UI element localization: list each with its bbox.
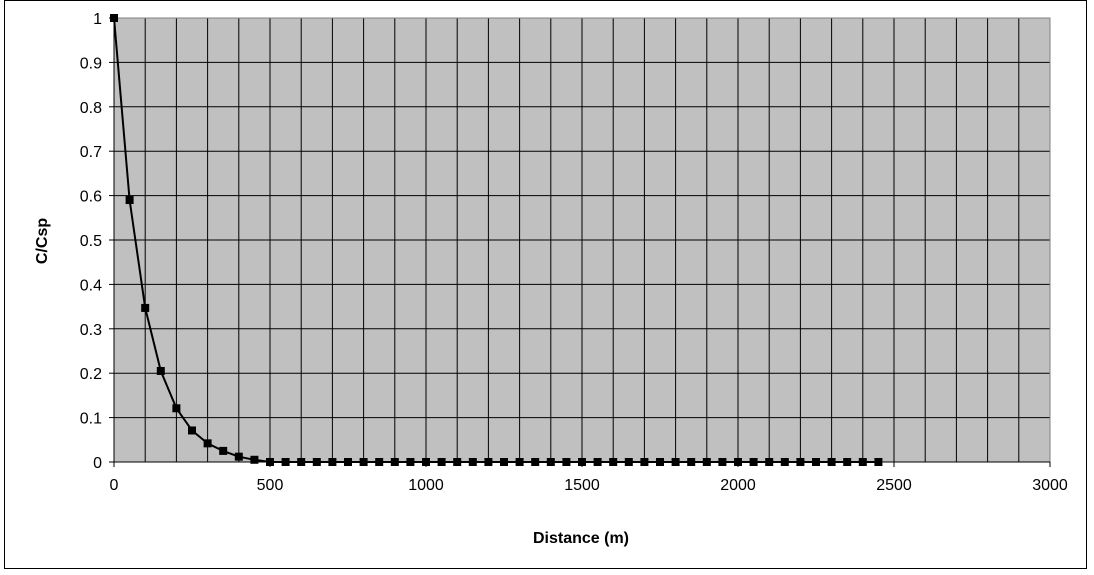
data-point-marker <box>188 426 196 435</box>
data-point-marker <box>827 458 836 466</box>
data-point-marker <box>515 458 524 466</box>
data-point-marker <box>593 458 602 466</box>
data-point-marker <box>156 366 165 375</box>
x-tick-label: 1000 <box>408 477 444 494</box>
data-point-marker <box>765 458 774 466</box>
data-point-marker <box>359 458 368 466</box>
data-point-marker <box>375 458 384 466</box>
y-tick-label: 0.3 <box>80 322 102 339</box>
data-point-marker <box>172 404 181 413</box>
data-point-marker <box>344 458 352 466</box>
data-point-marker <box>484 458 493 466</box>
data-point-marker <box>624 458 633 466</box>
x-tick-label: 0 <box>110 477 119 494</box>
x-tick-label: 3000 <box>1032 477 1068 494</box>
x-tick-label: 500 <box>257 477 284 494</box>
x-axis-title: Distance (m) <box>533 530 629 547</box>
x-tick-label: 1500 <box>564 477 600 494</box>
data-point-marker <box>640 458 649 466</box>
data-point-marker <box>453 458 462 466</box>
data-point-marker <box>437 458 446 466</box>
data-point-marker <box>780 458 789 466</box>
data-point-marker <box>125 196 134 205</box>
data-point-marker <box>219 446 228 455</box>
data-point-marker <box>390 458 399 466</box>
x-tick-label: 2000 <box>720 477 756 494</box>
data-point-marker <box>562 458 571 466</box>
data-point-marker <box>234 452 243 461</box>
series-layer <box>110 14 883 466</box>
y-tick-label: 1 <box>93 11 102 28</box>
data-point-marker <box>110 14 118 22</box>
data-point-marker <box>468 458 477 466</box>
data-point-marker <box>406 458 415 466</box>
data-point-marker <box>671 458 680 466</box>
data-point-marker <box>281 458 290 466</box>
tick-labels: 0 0.1 0.2 0.3 0.4 0.5 0.6 0.7 0.8 0.9 1 0 500 1000 150… <box>80 11 1068 494</box>
data-point-marker <box>796 458 805 466</box>
data-point-marker <box>734 458 742 466</box>
y-tick-label: 0.2 <box>80 366 102 383</box>
y-tick-label: 0.5 <box>80 233 102 250</box>
data-point-marker <box>141 303 150 312</box>
data-point-marker <box>203 439 212 448</box>
chart-frame: 0 0.1 0.2 0.3 0.4 0.5 0.6 0.7 0.8 0.9 1 0 500 1000 150… <box>4 0 1087 569</box>
data-point-marker <box>687 458 696 466</box>
data-point-marker <box>250 455 259 464</box>
data-point-marker <box>328 458 337 466</box>
data-point-marker <box>546 458 555 466</box>
gridlines <box>114 17 1050 462</box>
data-point-marker <box>656 458 664 466</box>
y-axis-title: C/Csp <box>34 218 51 264</box>
data-point-marker <box>297 458 306 466</box>
y-tick-label: 0.4 <box>80 277 102 294</box>
y-tick-label: 0.8 <box>80 100 102 117</box>
x-tick-label: 2500 <box>876 477 912 494</box>
data-point-marker <box>858 458 867 466</box>
data-point-marker <box>578 458 586 466</box>
data-point-marker <box>312 458 321 466</box>
data-point-marker <box>749 458 758 466</box>
data-point-marker <box>812 458 820 466</box>
y-tick-label: 0.9 <box>80 55 102 72</box>
y-tick-label: 0.6 <box>80 189 102 206</box>
data-point-marker <box>266 458 274 466</box>
data-point-marker <box>531 458 540 466</box>
data-point-marker <box>500 458 508 466</box>
chart: 0 0.1 0.2 0.3 0.4 0.5 0.6 0.7 0.8 0.9 1 0 500 1000 150… <box>34 11 1068 547</box>
data-point-marker <box>609 458 618 466</box>
data-point-marker <box>422 458 430 466</box>
data-point-marker <box>843 458 852 466</box>
data-point-marker <box>702 458 711 466</box>
y-tick-label: 0.1 <box>80 411 102 428</box>
y-tick-label: 0 <box>93 455 102 472</box>
y-tick-label: 0.7 <box>80 144 102 161</box>
data-point-marker <box>874 458 883 466</box>
data-point-marker <box>718 458 727 466</box>
